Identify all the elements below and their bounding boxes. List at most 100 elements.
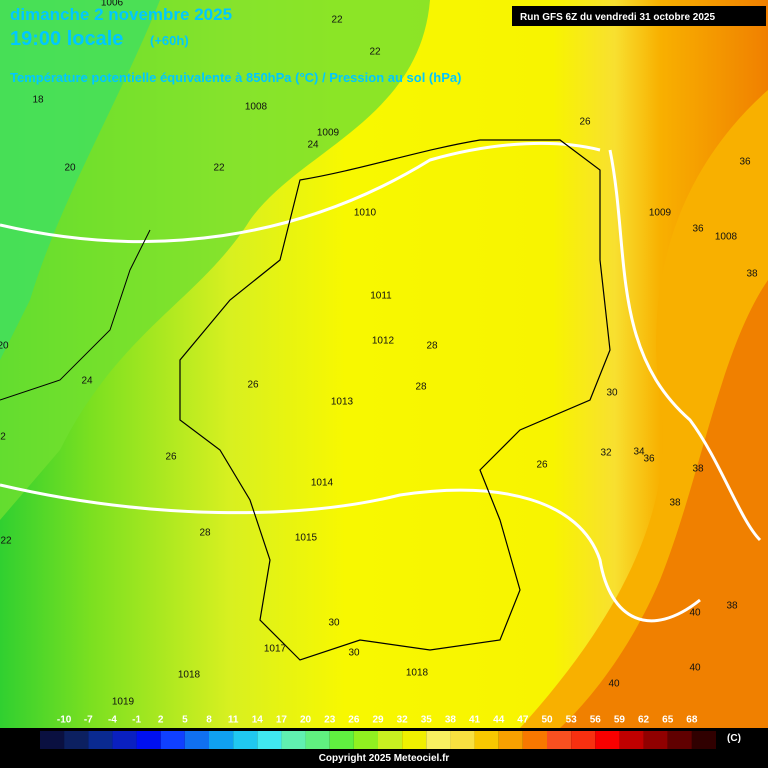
map-label: 28 — [199, 528, 211, 539]
legend-swatch — [233, 731, 258, 749]
unit: (C) — [727, 733, 741, 744]
map-label: 28 — [415, 382, 427, 393]
map-label: 22 — [331, 15, 343, 26]
map-label: 20 — [64, 163, 76, 174]
legend-tick: -4 — [108, 715, 117, 726]
legend-swatch — [88, 731, 113, 749]
legend-tick: 20 — [300, 715, 312, 726]
map-label: 22 — [369, 47, 381, 58]
map-label: 22 — [213, 163, 225, 174]
map-label: 20 — [0, 341, 9, 352]
map-label: 30 — [348, 648, 360, 659]
legend-swatch — [209, 731, 234, 749]
cool-zone — [0, 0, 160, 360]
green-zone — [0, 0, 430, 520]
legend-swatch — [474, 731, 499, 749]
map-label: 24 — [307, 140, 319, 151]
legend-swatch — [402, 731, 427, 749]
map-label: 28 — [426, 341, 438, 352]
legend-swatch — [257, 731, 282, 749]
legend-swatch — [378, 731, 403, 749]
legend-swatch — [619, 731, 644, 749]
legend-swatch — [667, 731, 692, 749]
map-label: 40 — [608, 679, 620, 690]
map-label: 40 — [689, 663, 701, 674]
legend-swatch — [281, 731, 306, 749]
border — [179, 139, 611, 661]
legend-swatch — [426, 731, 451, 749]
map-label: 38 — [669, 498, 681, 509]
map-label: 1018 — [178, 670, 201, 681]
legend-swatch — [136, 731, 161, 749]
legend-swatch — [522, 731, 547, 749]
map-label: 1009 — [649, 208, 672, 219]
map-label: 32 — [600, 448, 612, 459]
legend-tick: 62 — [638, 715, 650, 726]
map-label: 40 — [689, 608, 701, 619]
legend-swatch — [498, 731, 523, 749]
subtitle: Température potentielle équivalente à 85… — [10, 70, 461, 85]
isotherm — [0, 141, 601, 244]
map-label: 1019 — [112, 697, 135, 708]
hot-zone — [560, 280, 768, 728]
legend-swatch — [329, 731, 354, 749]
legend-swatch — [547, 731, 572, 749]
map-label: 2 — [0, 432, 6, 443]
legend-tick: 56 — [590, 715, 602, 726]
legend-tick: 8 — [206, 715, 212, 726]
map-label: 26 — [579, 117, 591, 128]
coastline — [0, 229, 151, 401]
map-label: 1011 — [370, 291, 392, 302]
date: dimanche 2 novembre 2025 — [10, 5, 232, 24]
map-label: 38 — [692, 464, 704, 475]
map-label: 26 — [536, 460, 548, 471]
legend-tick: 47 — [517, 715, 529, 726]
legend-tick: 68 — [686, 715, 698, 726]
isotherm — [0, 483, 701, 623]
map-label: 22 — [0, 536, 12, 547]
legend-tick: 5 — [182, 715, 188, 726]
map-label: 36 — [692, 224, 704, 235]
legend-swatch — [450, 731, 475, 749]
legend-tick: 65 — [662, 715, 674, 726]
map-label: 1009 — [317, 128, 340, 139]
legend-tick: 11 — [228, 715, 239, 726]
legend-swatch — [40, 731, 65, 749]
map-label: 1014 — [311, 478, 334, 489]
map-label: 1012 — [372, 336, 395, 347]
legend-tick: 53 — [566, 715, 578, 726]
legend-tick: 14 — [252, 715, 264, 726]
map-label: 36 — [643, 454, 655, 465]
map-label: 1008 — [715, 232, 738, 243]
map-label: 1006 — [101, 0, 124, 9]
time: 19:00 locale — [10, 28, 123, 50]
legend-tick: 17 — [276, 715, 288, 726]
map-label: 36 — [739, 157, 751, 168]
legend-tick: 59 — [614, 715, 626, 726]
legend-tick: 38 — [445, 715, 457, 726]
legend-swatch — [160, 731, 185, 749]
legend-swatch — [305, 731, 330, 749]
legend-swatch — [184, 731, 209, 749]
legend-tick: -1 — [132, 715, 141, 726]
map-label: 1013 — [331, 397, 354, 408]
offset: (+60h) — [150, 33, 189, 48]
map-label: 34 — [633, 447, 645, 458]
map-label: 1017 — [264, 644, 287, 655]
legend-tick: 32 — [397, 715, 409, 726]
legend-swatch — [691, 731, 716, 749]
map-label: 1008 — [245, 102, 268, 113]
legend-swatch — [643, 731, 668, 749]
map-label: 24 — [81, 376, 93, 387]
map-label: 30 — [606, 388, 618, 399]
legend-tick: 41 — [469, 715, 481, 726]
run-box — [512, 6, 766, 26]
legend-tick: 35 — [421, 715, 433, 726]
legend-tick: 29 — [372, 715, 384, 726]
map-label: 1015 — [295, 533, 318, 544]
legend-swatch — [64, 731, 89, 749]
copyright: Copyright 2025 Meteociel.fr — [319, 753, 450, 764]
map-label: 1018 — [406, 668, 429, 679]
legend-swatch — [571, 731, 596, 749]
